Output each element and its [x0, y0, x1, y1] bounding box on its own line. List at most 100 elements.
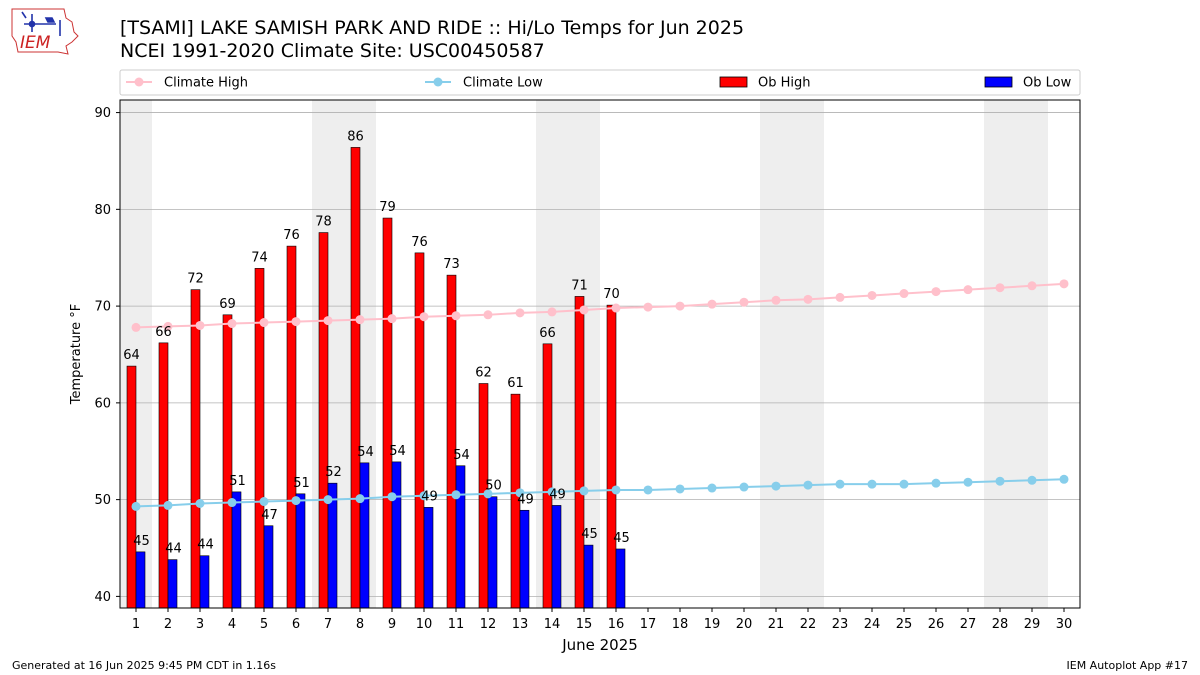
ob-high-bar — [126, 365, 137, 609]
x-tick-label: 8 — [356, 617, 364, 632]
y-tick-label: 80 — [94, 203, 111, 218]
legend-label: Climate Low — [463, 76, 543, 91]
climate-low-point — [931, 478, 941, 488]
climate-lines — [131, 279, 1069, 511]
climate-low-point — [707, 483, 717, 493]
x-tick-label: 9 — [388, 617, 396, 632]
climate-high-point — [515, 308, 525, 318]
weekend-band — [1016, 100, 1048, 608]
climate-high-point — [963, 285, 973, 295]
ob-low-bar — [167, 559, 178, 609]
climate-low-point — [1027, 475, 1037, 485]
climate-low-point — [995, 476, 1005, 486]
climate-low-point — [835, 479, 845, 489]
ob-high-label: 64 — [123, 348, 140, 363]
climate-low-point — [675, 484, 685, 494]
climate-high-point — [227, 319, 237, 329]
x-tick-label: 1 — [132, 617, 140, 632]
ob-low-label: 49 — [517, 492, 534, 507]
bar-labels: 64 66 72 69 74 76 78 86 79 76 73 62 61 66 71 70 45 44 44 51… — [123, 129, 630, 556]
climate-high-point — [1059, 279, 1069, 289]
ob-low-bar — [583, 544, 594, 609]
climate-low-point — [611, 485, 621, 495]
ob-low-label: 49 — [421, 489, 438, 504]
ob-low-label: 52 — [325, 465, 342, 480]
climate-high-line — [135, 282, 1065, 329]
climate-low-point — [643, 485, 653, 495]
ob-low-bar — [551, 505, 562, 609]
x-tick-label: 20 — [736, 617, 753, 632]
weekend-band — [792, 100, 824, 608]
x-tick-label: 11 — [448, 617, 465, 632]
logo-text: IEM — [20, 33, 51, 53]
x-tick-label: 22 — [800, 617, 817, 632]
climate-low-line — [135, 478, 1065, 508]
legend-climate-low: Climate Low — [425, 76, 543, 91]
ob-high-bar — [286, 245, 297, 609]
climate-high-point — [387, 314, 397, 324]
ob-high-label: 76 — [411, 235, 428, 250]
plot-frame — [119, 99, 1081, 609]
climate-high-point — [675, 301, 685, 311]
climate-low-point — [771, 481, 781, 491]
ob-low-label: 45 — [581, 527, 598, 542]
ob-low-bar — [615, 548, 626, 609]
x-axis-label: June 2025 — [561, 636, 638, 654]
x-tick-label: 6 — [292, 617, 300, 632]
climate-high-point — [835, 292, 845, 302]
y-tick-label: 90 — [94, 106, 111, 121]
ob-high-label: 72 — [187, 272, 204, 287]
climate-low-point — [355, 494, 365, 504]
ob-high-bar — [190, 289, 201, 609]
y-axis: 40 50 60 70 80 90 — [94, 106, 120, 605]
x-tick-label: 14 — [544, 617, 561, 632]
ob-high-label: 79 — [379, 200, 396, 215]
climate-low-point — [483, 489, 493, 499]
climate-low-point — [227, 498, 237, 508]
ob-high-bar — [574, 296, 585, 609]
ob-high-label: 76 — [283, 228, 300, 243]
climate-high-point — [707, 299, 717, 309]
x-tick-label: 28 — [992, 617, 1009, 632]
climate-low-point — [515, 488, 525, 498]
x-tick-label: 27 — [960, 617, 977, 632]
ob-low-bar — [359, 462, 370, 609]
x-tick-label: 10 — [416, 617, 433, 632]
ob-low-label: 45 — [133, 534, 150, 549]
climate-high-point — [995, 283, 1005, 293]
climate-high-point — [163, 321, 173, 331]
ob-low-bar — [231, 491, 242, 609]
legend-label: Ob Low — [1023, 76, 1072, 91]
ob-low-label: 54 — [453, 448, 470, 463]
ob-high-label: 61 — [507, 376, 524, 391]
x-tick-label: 18 — [672, 617, 689, 632]
ob-high-bar — [446, 274, 457, 609]
climate-high-point — [739, 297, 749, 307]
ob-low-bar — [295, 493, 306, 609]
x-tick-label: 24 — [864, 617, 881, 632]
ob-high-bar — [414, 252, 425, 609]
x-tick-label: 17 — [640, 617, 657, 632]
ob-low-bar — [487, 496, 498, 609]
legend: Climate High Climate Low Ob High Ob Low — [119, 69, 1081, 96]
y-tick-label: 70 — [94, 300, 111, 315]
climate-high-point — [867, 290, 877, 300]
ob-low-label: 49 — [549, 487, 566, 502]
y-tick-label: 60 — [94, 396, 111, 411]
ob-high-label: 73 — [443, 257, 460, 272]
climate-low-point — [131, 501, 141, 511]
climate-low-point — [451, 490, 461, 500]
ob-high-label: 69 — [219, 297, 236, 312]
ob-high-bar — [606, 304, 617, 609]
climate-low-point — [163, 500, 173, 510]
ob-low-bar — [519, 509, 530, 609]
ob-low-label: 45 — [613, 531, 630, 546]
weather-station-icon — [21, 11, 61, 36]
ob-high-label: 78 — [315, 215, 332, 230]
ob-low-bar — [135, 551, 146, 609]
legend-ob-low: Ob Low — [984, 76, 1072, 91]
generated-timestamp: Generated at 16 Jun 2025 9:45 PM CDT in … — [12, 659, 277, 672]
ob-high-label: 66 — [539, 326, 556, 341]
ob-low-label: 50 — [485, 479, 502, 494]
